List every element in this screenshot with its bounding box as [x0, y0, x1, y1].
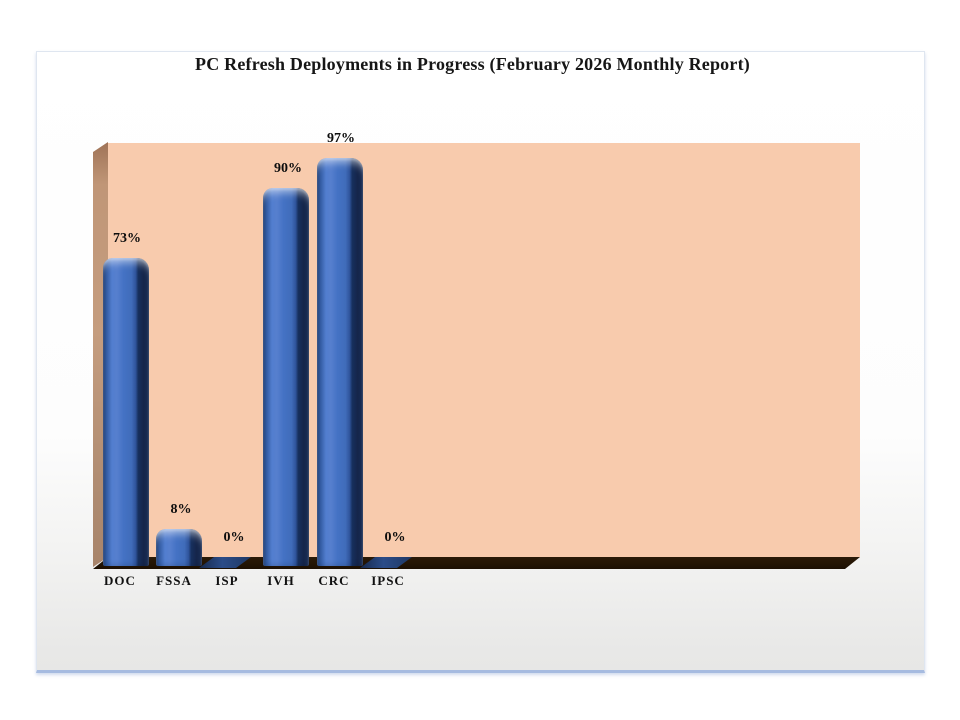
category-label-doc: DOC [104, 573, 136, 588]
category-label-ipsc: IPSC [371, 573, 405, 588]
slide-panel: PC Refresh Deployments in Progress (Febr… [36, 51, 925, 673]
value-label-ivh: 90% [274, 161, 302, 176]
value-label-ipsc: 0% [384, 530, 406, 545]
chart-title: PC Refresh Deployments in Progress (Febr… [195, 54, 750, 74]
bar-fssa [156, 529, 202, 566]
bar-doc [103, 258, 149, 566]
value-label-crc: 97% [327, 131, 355, 146]
category-label-crc: CRC [318, 573, 350, 588]
value-label-isp: 0% [223, 530, 245, 545]
value-label-fssa: 8% [170, 502, 192, 517]
category-label-isp: ISP [215, 573, 239, 588]
zero-bar-ipsc [360, 557, 412, 568]
chart-3d-scene: 73% 8% 0% 90% 97% 0% DOC FSSA ISP IVH CRC IPSC [37, 52, 924, 670]
category-label-ivh: IVH [267, 573, 295, 588]
value-label-doc: 73% [113, 231, 141, 246]
category-label-fssa: FSSA [156, 573, 192, 588]
bar-crc [317, 158, 363, 566]
bar-ivh [263, 188, 309, 566]
chart-back-wall [108, 143, 860, 557]
zero-bar-isp [199, 557, 251, 568]
